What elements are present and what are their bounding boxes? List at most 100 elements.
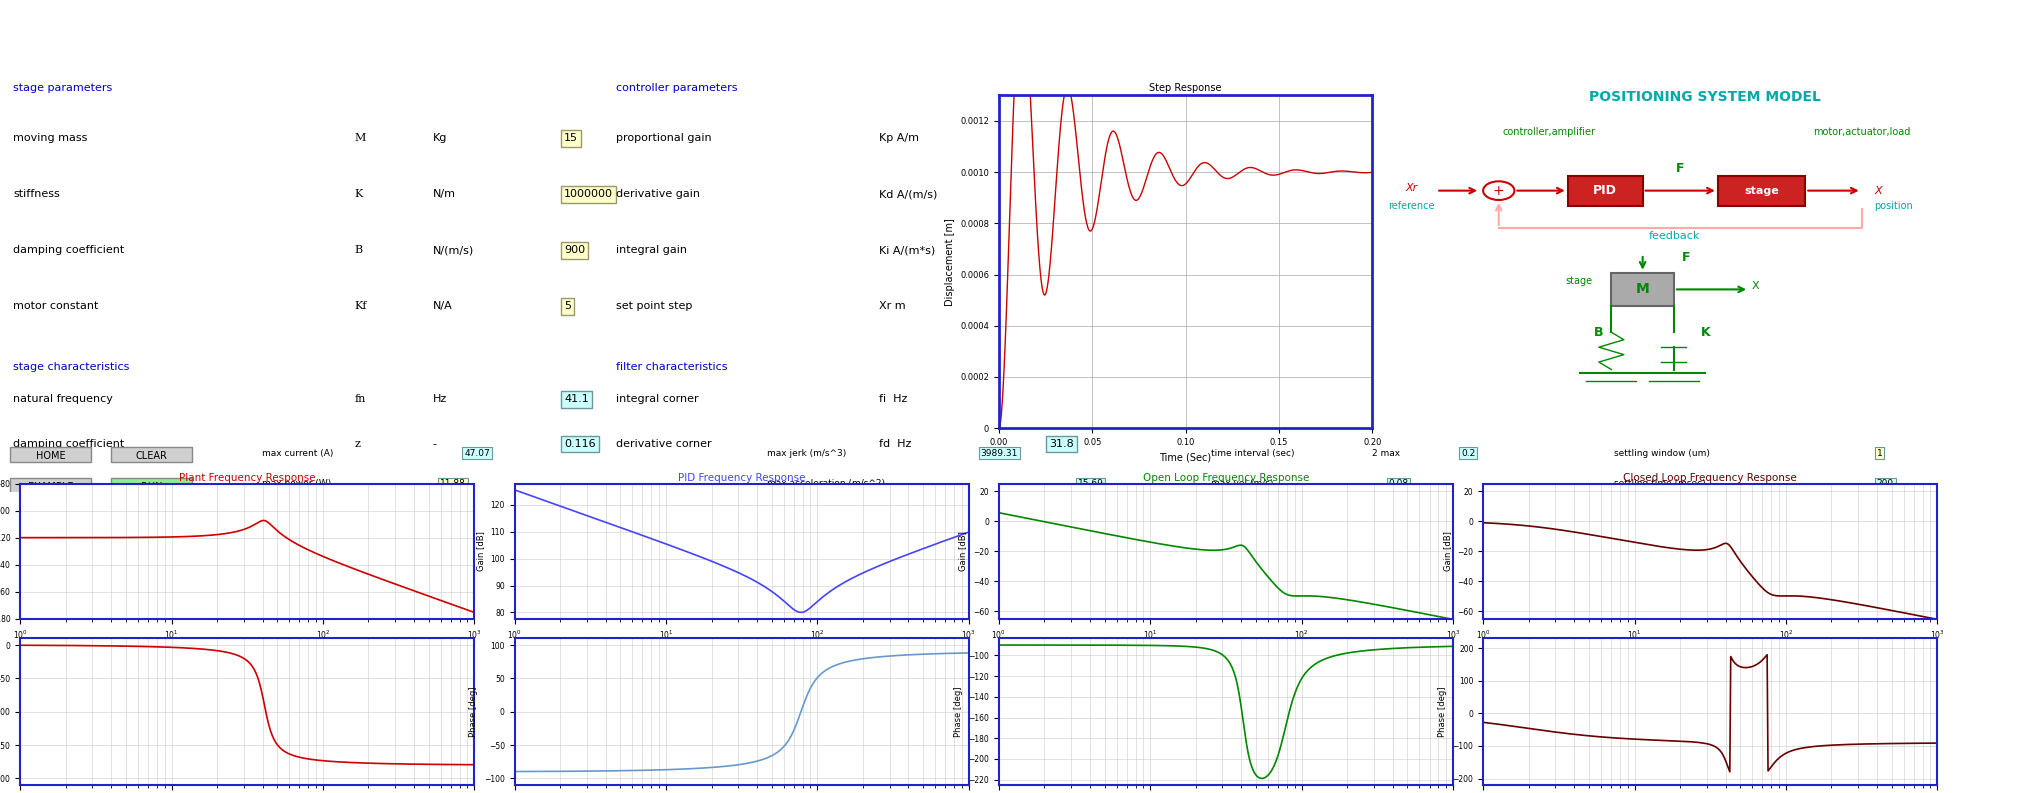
- Text: settling time (msec): settling time (msec): [1614, 480, 1705, 488]
- Text: derivative corner: derivative corner: [618, 439, 712, 449]
- Text: stage: stage: [1744, 186, 1780, 196]
- Text: 31.8: 31.8: [1049, 439, 1074, 449]
- Text: settling window (um): settling window (um): [1614, 449, 1711, 458]
- X-axis label: Frequency (Hz): Frequency (Hz): [216, 646, 278, 655]
- Text: N/(m/s): N/(m/s): [434, 245, 474, 255]
- Text: derivative gain: derivative gain: [618, 190, 700, 199]
- Text: Kd A/(m/s): Kd A/(m/s): [880, 190, 936, 199]
- Text: CLEAR: CLEAR: [135, 450, 167, 461]
- Text: feedback: feedback: [1649, 231, 1699, 241]
- Text: Kf: Kf: [355, 301, 367, 311]
- Text: 15.69: 15.69: [1078, 480, 1104, 488]
- Text: motor constant: motor constant: [14, 301, 99, 311]
- Text: Xr: Xr: [1405, 182, 1417, 193]
- FancyBboxPatch shape: [1717, 176, 1806, 205]
- Text: 50: 50: [1049, 190, 1063, 199]
- Text: 15: 15: [565, 133, 577, 144]
- Text: Ki A/(m*s): Ki A/(m*s): [880, 245, 934, 255]
- Text: 1: 1: [1877, 449, 1883, 458]
- Text: F: F: [1683, 251, 1691, 264]
- Text: M: M: [355, 133, 365, 144]
- Text: 10000: 10000: [1049, 133, 1084, 144]
- Text: stage parameters: stage parameters: [14, 82, 113, 93]
- Y-axis label: Gain [dB]: Gain [dB]: [959, 531, 967, 571]
- Text: set point step: set point step: [618, 301, 692, 311]
- Y-axis label: Gain [dB]: Gain [dB]: [1443, 531, 1451, 571]
- Text: B: B: [1594, 326, 1604, 339]
- Text: HOME: HOME: [36, 450, 65, 461]
- Text: integral corner: integral corner: [618, 394, 698, 404]
- X-axis label: Frequency (Hz): Frequency (Hz): [1679, 646, 1742, 655]
- Text: Xr m: Xr m: [880, 301, 906, 311]
- Text: EXAMPLE: EXAMPLE: [28, 481, 73, 492]
- Text: 0.08: 0.08: [1388, 480, 1409, 488]
- FancyBboxPatch shape: [1568, 176, 1643, 205]
- Text: 3989.31: 3989.31: [981, 449, 1019, 458]
- Title: Closed Loop Frequency Response: Closed Loop Frequency Response: [1622, 473, 1798, 483]
- Text: PID: PID: [1592, 184, 1616, 197]
- Y-axis label: Phase [deg]: Phase [deg]: [470, 687, 478, 737]
- FancyBboxPatch shape: [10, 447, 91, 462]
- Text: 200: 200: [1877, 480, 1893, 488]
- Text: controller,amplifier: controller,amplifier: [1501, 127, 1596, 136]
- Text: Figure seven: Servo tuning process with PI gain changes: Figure seven: Servo tuning process with …: [30, 24, 833, 48]
- FancyBboxPatch shape: [111, 478, 192, 492]
- Text: Kg: Kg: [434, 133, 448, 144]
- Text: Hz: Hz: [434, 394, 448, 404]
- Text: 1000000: 1000000: [565, 190, 613, 199]
- Text: K: K: [355, 190, 363, 199]
- FancyBboxPatch shape: [10, 478, 91, 492]
- Text: stage characteristics: stage characteristics: [14, 362, 129, 372]
- Text: reference: reference: [1388, 201, 1435, 211]
- Text: max jerk (m/s^3): max jerk (m/s^3): [767, 449, 846, 458]
- X-axis label: Frequency (Hz): Frequency (Hz): [710, 646, 773, 655]
- Text: +: +: [1493, 184, 1505, 197]
- Text: 0.2: 0.2: [1461, 449, 1475, 458]
- Text: 191.1: 191.1: [1049, 394, 1082, 404]
- Title: PID Frequency Response: PID Frequency Response: [678, 473, 805, 483]
- Text: 0.001: 0.001: [1049, 301, 1082, 311]
- Y-axis label: Phase [deg]: Phase [deg]: [955, 687, 963, 737]
- Text: 47.07: 47.07: [464, 449, 490, 458]
- Y-axis label: Phase [deg]: Phase [deg]: [1439, 687, 1447, 737]
- Text: damping coefficient: damping coefficient: [14, 439, 125, 449]
- Text: 41.1: 41.1: [565, 394, 589, 404]
- Title: Open Loop Frequency Response: Open Loop Frequency Response: [1142, 473, 1310, 483]
- Text: RUN: RUN: [141, 481, 161, 492]
- Text: 0.116: 0.116: [565, 439, 595, 449]
- Text: integral gain: integral gain: [618, 245, 688, 255]
- Text: position: position: [1875, 201, 1913, 211]
- Text: 900: 900: [565, 245, 585, 255]
- Text: 12000000: 12000000: [1049, 245, 1106, 255]
- Text: B: B: [355, 245, 363, 255]
- Text: M: M: [1637, 282, 1649, 297]
- Title: Plant Frequency Response: Plant Frequency Response: [180, 473, 315, 483]
- Text: POSITIONING SYSTEM MODEL: POSITIONING SYSTEM MODEL: [1590, 90, 1820, 104]
- Text: motor,actuator,load: motor,actuator,load: [1812, 127, 1911, 136]
- Text: natural frequency: natural frequency: [14, 394, 113, 404]
- Text: fn: fn: [355, 394, 365, 404]
- Text: moving mass: moving mass: [14, 133, 87, 144]
- Title: Step Response: Step Response: [1150, 83, 1221, 93]
- Text: N/m: N/m: [434, 190, 456, 199]
- Text: X: X: [1752, 282, 1760, 291]
- Text: 2 max: 2 max: [1372, 449, 1400, 458]
- Text: N/A: N/A: [434, 301, 452, 311]
- Text: -: -: [434, 439, 436, 449]
- Text: stiffness: stiffness: [14, 190, 61, 199]
- Text: X: X: [1875, 186, 1881, 196]
- Text: max vel (m/s): max vel (m/s): [1211, 480, 1273, 488]
- X-axis label: Time (Sec): Time (Sec): [1160, 453, 1211, 462]
- FancyBboxPatch shape: [111, 447, 192, 462]
- Text: max power (W): max power (W): [262, 480, 331, 488]
- Text: 5: 5: [565, 301, 571, 311]
- Text: max acceleration (m/s^2): max acceleration (m/s^2): [767, 480, 884, 488]
- Text: proportional gain: proportional gain: [618, 133, 712, 144]
- Text: z: z: [355, 439, 359, 449]
- Text: fd  Hz: fd Hz: [880, 439, 912, 449]
- FancyBboxPatch shape: [1610, 273, 1675, 306]
- Y-axis label: Gain [dB]: Gain [dB]: [476, 531, 484, 571]
- Text: Kp A/m: Kp A/m: [880, 133, 918, 144]
- Text: filter characteristics: filter characteristics: [618, 362, 728, 372]
- Text: stage: stage: [1566, 276, 1592, 285]
